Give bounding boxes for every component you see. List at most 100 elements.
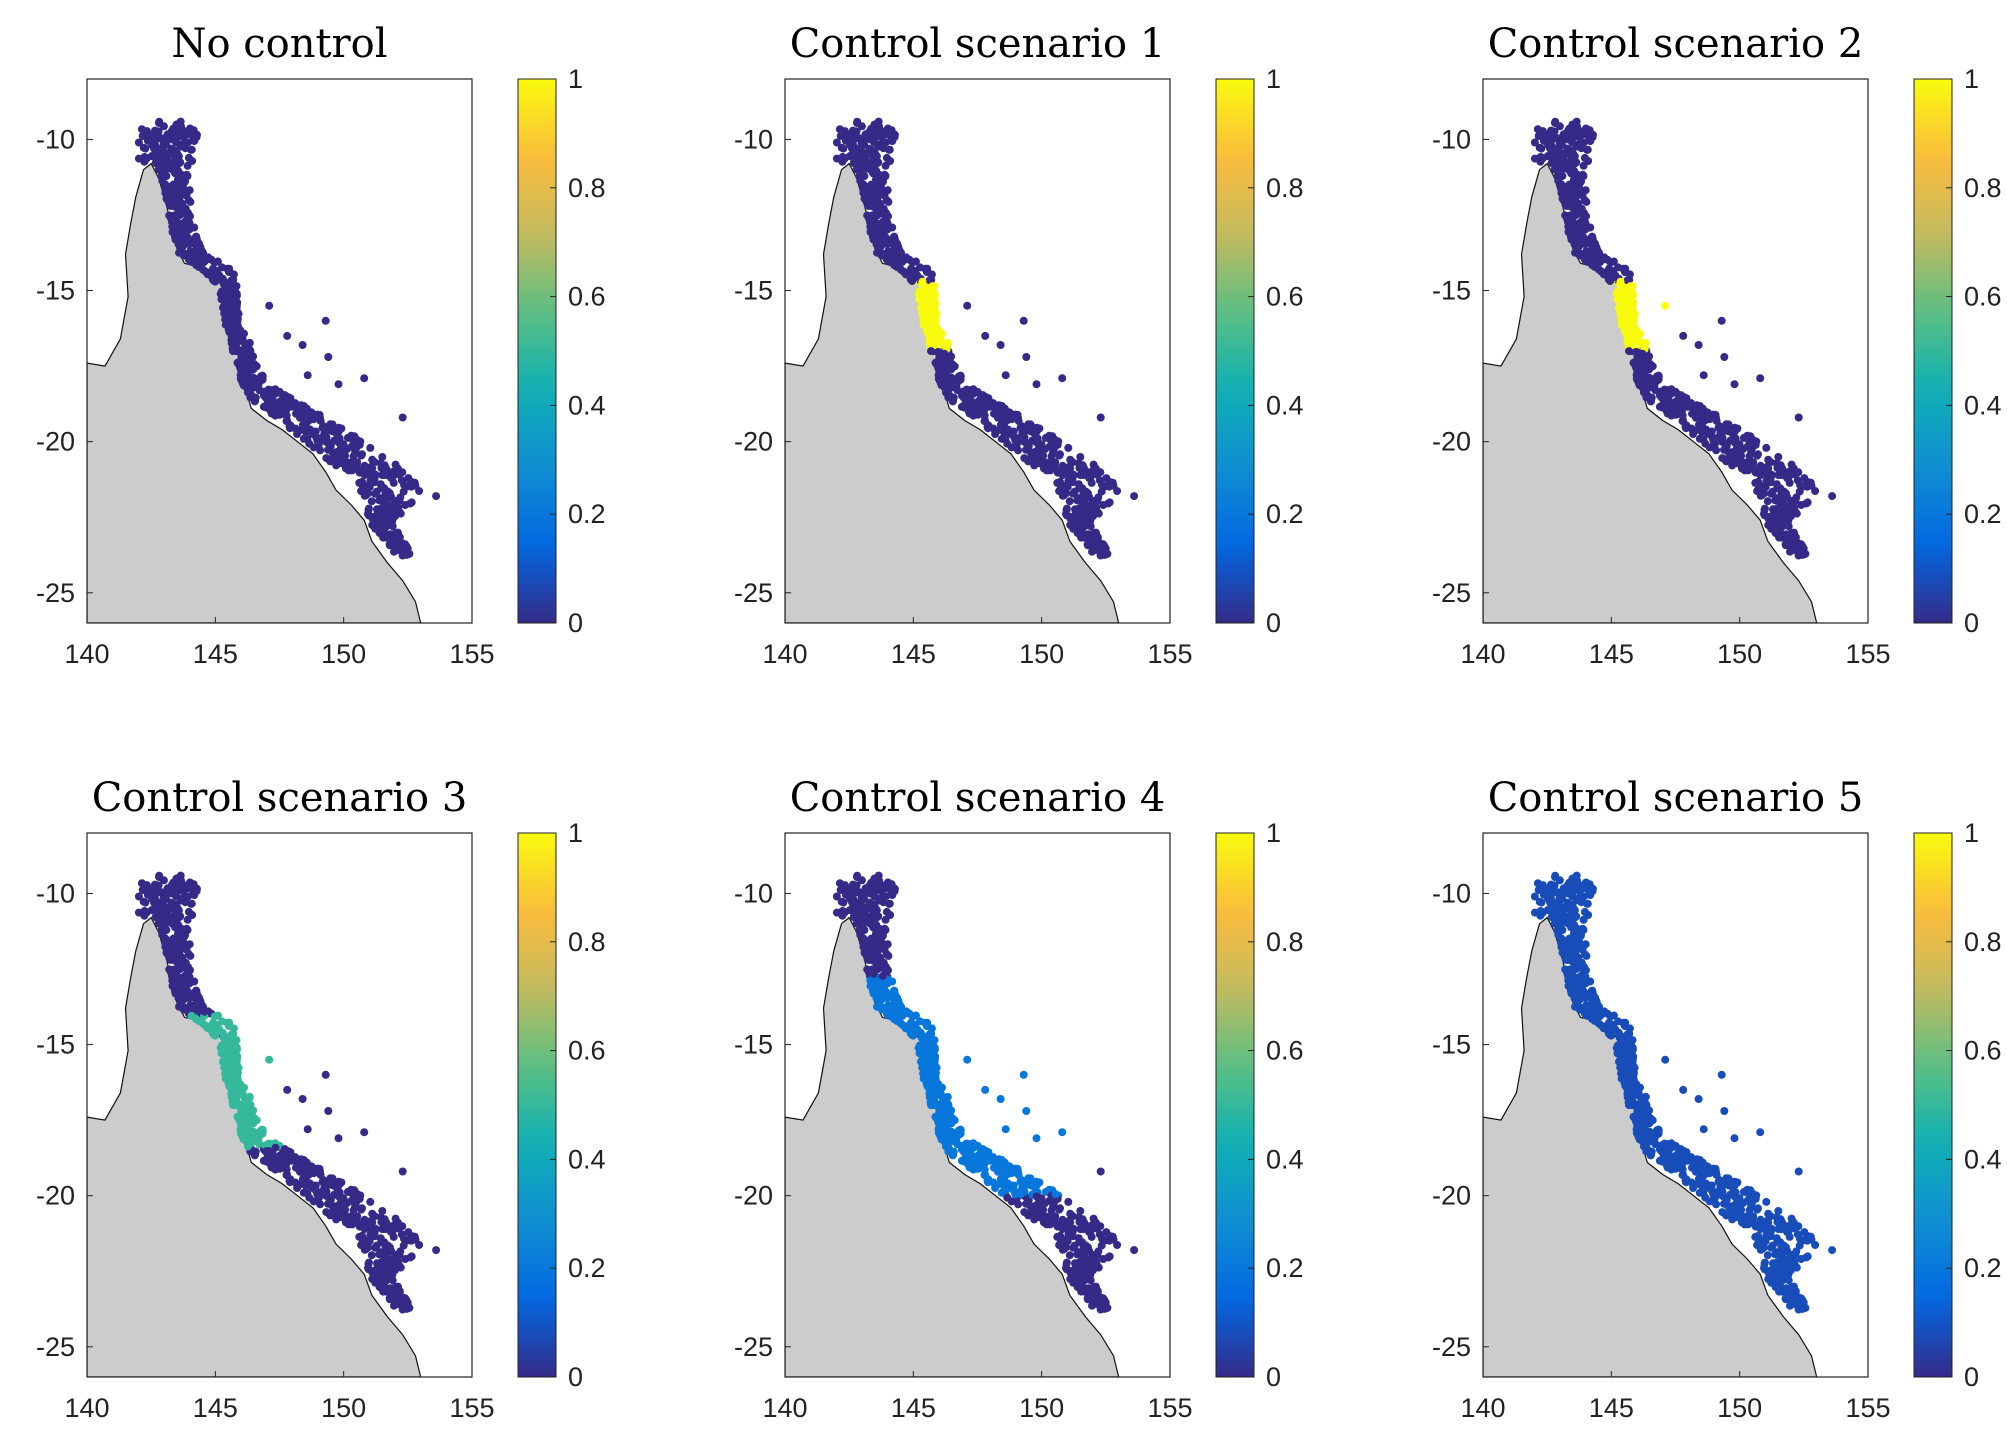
reef-point: [1087, 1232, 1096, 1241]
reef-point: [364, 511, 373, 520]
reef-point: [179, 249, 188, 258]
reef-point: [398, 1167, 407, 1176]
reef-point: [878, 885, 887, 894]
reef-point: [969, 1143, 978, 1152]
reef-point: [233, 1065, 242, 1074]
reef-point: [1557, 138, 1566, 147]
reef-point: [169, 180, 178, 189]
reef-point: [1087, 478, 1096, 487]
reef-point: [1620, 311, 1629, 320]
reef-point: [182, 170, 191, 179]
reef-point: [210, 258, 219, 267]
reef-point: [1639, 359, 1648, 368]
reef-point: [881, 965, 890, 974]
reef-point: [1693, 401, 1701, 410]
reef-point: [1584, 239, 1593, 247]
reef-point: [272, 409, 281, 418]
y-tick-label: -15: [36, 276, 75, 306]
reef-point: [919, 282, 928, 291]
reef-point: [298, 1095, 307, 1103]
reef-point: [283, 331, 292, 340]
y-tick-label: -25: [36, 578, 75, 608]
reef-point: [1579, 161, 1588, 170]
reef-point: [1057, 1223, 1066, 1232]
reef-point: [1777, 497, 1786, 506]
reef-point: [332, 1202, 341, 1211]
reef-point: [851, 902, 860, 911]
reef-point: [908, 1012, 917, 1021]
reef-point: [1626, 285, 1635, 294]
reef-point: [1011, 436, 1020, 445]
x-tick-label: 145: [891, 1393, 936, 1423]
colorbar-tick-label: 1: [568, 818, 583, 848]
reef-point: [1075, 507, 1084, 516]
reef-point: [1565, 180, 1574, 189]
reef-point: [391, 1214, 400, 1223]
reef-point: [297, 1155, 305, 1164]
reef-point: [885, 882, 894, 891]
reef-point: [324, 445, 332, 454]
reef-point: [1030, 448, 1039, 457]
reef-point: [1762, 476, 1771, 485]
reef-point: [170, 981, 179, 990]
reef-point: [1060, 1245, 1068, 1254]
reef-point: [1758, 491, 1766, 500]
reef-point: [411, 481, 420, 490]
reef-point: [1609, 267, 1618, 275]
reef-point: [1569, 133, 1578, 142]
reef-point: [411, 1235, 420, 1244]
reef-point: [164, 194, 173, 203]
reef-point: [229, 1029, 238, 1038]
reef-point: [922, 1058, 931, 1067]
x-tick-label: 150: [1717, 639, 1762, 669]
reef-point: [860, 909, 869, 918]
reef-point: [224, 304, 233, 313]
reef-point: [233, 311, 242, 320]
reef-point: [1081, 467, 1090, 476]
colorbar-tick-label: 0.6: [1964, 282, 2002, 312]
reef-point: [388, 1289, 397, 1298]
reef-point: [151, 126, 159, 135]
reef-point: [161, 138, 170, 147]
reef-point: [1621, 328, 1630, 336]
y-tick-label: -10: [36, 878, 75, 908]
reef-point: [1537, 144, 1546, 153]
colorbar-tick-label: 0.4: [1266, 1144, 1304, 1174]
reef-point: [983, 422, 992, 431]
reef-point: [221, 1036, 230, 1045]
colorbar: [1913, 78, 1953, 624]
reef-point: [862, 942, 871, 951]
reef-point: [1022, 1199, 1030, 1208]
reef-point: [956, 1126, 965, 1135]
reef-point: [296, 410, 305, 419]
reef-point: [337, 424, 346, 433]
reef-point: [1084, 519, 1093, 528]
reef-point: [386, 513, 395, 522]
reef-point: [1566, 227, 1575, 236]
reef-point: [307, 1168, 316, 1176]
reef-point: [183, 965, 192, 974]
reef-point: [1807, 481, 1816, 490]
reef-point: [931, 311, 940, 320]
reef-point: [180, 217, 189, 226]
reef-point: [1097, 487, 1106, 496]
reef-point: [1728, 448, 1737, 457]
reef-point: [357, 451, 366, 460]
reef-point: [846, 140, 855, 149]
reef-point: [162, 155, 171, 164]
reef-point: [1032, 380, 1041, 389]
reef-point: [1086, 1289, 1095, 1298]
reef-point: [258, 372, 267, 381]
reef-point: [1753, 451, 1762, 460]
reef-point: [1699, 371, 1708, 380]
reef-point: [282, 1165, 291, 1174]
reef-point: [159, 923, 168, 932]
reef-point: [360, 1128, 369, 1137]
reef-point: [1787, 460, 1796, 469]
reef-point: [1695, 434, 1704, 443]
reef-point: [1689, 430, 1698, 438]
reef-point: [1097, 1241, 1106, 1250]
reef-point: [878, 138, 887, 147]
reef-point: [225, 328, 234, 336]
